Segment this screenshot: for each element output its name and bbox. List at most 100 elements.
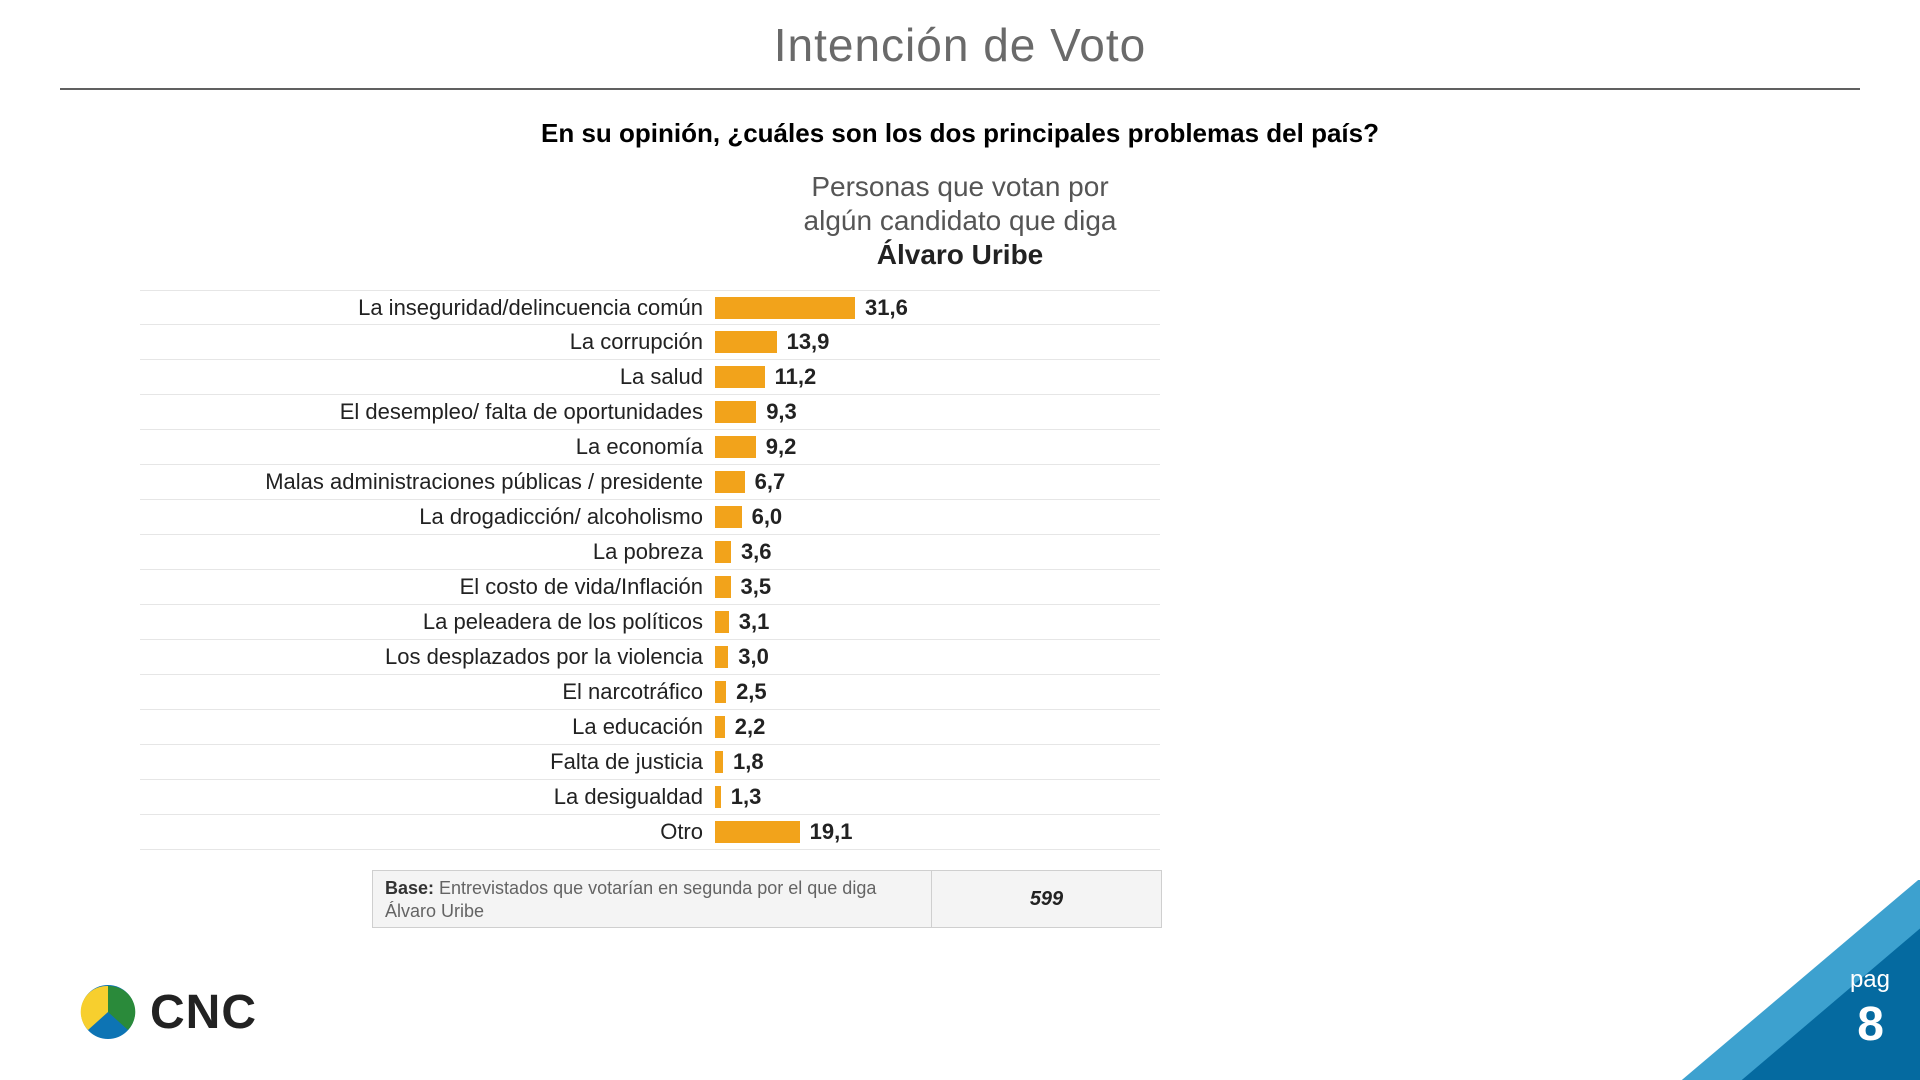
chart-bar-area: 19,1 [715,815,1160,849]
chart-value-label: 9,2 [766,434,797,460]
chart-bar [715,821,800,843]
chart-bar [715,716,725,738]
page-corner: pag 8 [1680,880,1920,1080]
chart-bar [715,506,742,528]
chart-value-label: 1,3 [731,784,762,810]
chart-value-label: 6,7 [755,469,786,495]
chart-row: El desempleo/ falta de oportunidades 9,3 [140,395,1160,430]
chart-category-label: La corrupción [140,329,715,355]
chart-row: La educación 2,2 [140,710,1160,745]
page-number: 8 [1857,997,1884,1052]
chart-bar-area: 11,2 [715,360,1160,394]
chart-bar [715,401,756,423]
question-text: En su opinión, ¿cuáles son los dos princ… [0,118,1920,149]
chart-bar [715,646,728,668]
chart-category-label: El narcotráfico [140,679,715,705]
chart-value-label: 2,5 [736,679,767,705]
chart-category-label: Malas administraciones públicas / presid… [140,469,715,495]
cnc-logo-text: CNC [150,985,257,1040]
chart-value-label: 3,5 [741,574,772,600]
chart-bar-area: 31,6 [715,291,1160,324]
chart-bar-area: 3,1 [715,605,1160,639]
chart-row: Los desplazados por la violencia 3,0 [140,640,1160,675]
chart-value-label: 9,3 [766,399,797,425]
chart-category-label: Falta de justicia [140,749,715,775]
chart-row: La corrupción 13,9 [140,325,1160,360]
chart-value-label: 1,8 [733,749,764,775]
chart-row: La drogadicción/ alcoholismo 6,0 [140,500,1160,535]
subtitle-line-2: algún candidato que diga [0,204,1920,238]
chart-bar-area: 6,0 [715,500,1160,534]
chart-bar-area: 6,7 [715,465,1160,499]
chart-row: El costo de vida/Inflación 3,5 [140,570,1160,605]
chart-bar [715,576,731,598]
chart-bar [715,541,731,563]
title-divider [60,88,1860,90]
chart-bar-area: 3,6 [715,535,1160,569]
chart-value-label: 6,0 [752,504,783,530]
chart-bar-area: 1,3 [715,780,1160,814]
chart-value-label: 19,1 [810,819,853,845]
subtitle-bold: Álvaro Uribe [0,239,1920,271]
chart-value-label: 3,0 [738,644,769,670]
chart-bar [715,436,756,458]
chart-row: La inseguridad/delincuencia común 31,6 [140,290,1160,325]
chart-category-label: El costo de vida/Inflación [140,574,715,600]
chart-bar [715,751,723,773]
chart-category-label: Otro [140,819,715,845]
cnc-logo-icon [80,984,136,1040]
chart-category-label: La salud [140,364,715,390]
chart-category-label: La inseguridad/delincuencia común [140,295,715,321]
chart-bar [715,297,855,319]
chart-bar [715,366,765,388]
chart-bar [715,471,745,493]
chart-bar-area: 2,5 [715,675,1160,709]
chart-bar [715,786,721,808]
base-label-rest: Entrevistados que votarían en segunda po… [385,878,876,921]
chart-bar-area: 9,2 [715,430,1160,464]
chart-bar-area: 2,2 [715,710,1160,744]
chart-row: Otro 19,1 [140,815,1160,850]
page-label: pag [1850,966,1890,994]
base-label-bold: Base: [385,878,434,898]
chart-value-label: 3,6 [741,539,772,565]
chart-category-label: La desigualdad [140,784,715,810]
chart-row: La pobreza 3,6 [140,535,1160,570]
chart-value-label: 2,2 [735,714,766,740]
chart-bar-area: 1,8 [715,745,1160,779]
chart-value-label: 31,6 [865,295,908,321]
chart-row: La desigualdad 1,3 [140,780,1160,815]
chart-row: La salud 11,2 [140,360,1160,395]
cnc-logo: CNC [80,984,257,1040]
base-label: Base: Entrevistados que votarían en segu… [373,871,931,927]
chart-category-label: La pobreza [140,539,715,565]
chart-category-label: La peleadera de los políticos [140,609,715,635]
horizontal-bar-chart: La inseguridad/delincuencia común31,6La … [140,290,1160,850]
chart-row: Malas administraciones públicas / presid… [140,465,1160,500]
chart-value-label: 13,9 [787,329,830,355]
chart-category-label: Los desplazados por la violencia [140,644,715,670]
chart-row: El narcotráfico 2,5 [140,675,1160,710]
chart-bar-area: 3,5 [715,570,1160,604]
subtitle-block: Personas que votan por algún candidato q… [0,170,1920,271]
chart-value-label: 3,1 [739,609,770,635]
chart-category-label: El desempleo/ falta de oportunidades [140,399,715,425]
page-title: Intención de Voto [0,18,1920,72]
subtitle-line-1: Personas que votan por [0,170,1920,204]
chart-row: La economía 9,2 [140,430,1160,465]
chart-bar [715,681,726,703]
chart-value-label: 11,2 [775,364,817,390]
chart-bar [715,331,777,353]
chart-bar-area: 13,9 [715,325,1160,359]
base-box: Base: Entrevistados que votarían en segu… [372,870,1162,928]
chart-bar-area: 3,0 [715,640,1160,674]
chart-row: Falta de justicia 1,8 [140,745,1160,780]
chart-row: La peleadera de los políticos 3,1 [140,605,1160,640]
chart-bar [715,611,729,633]
corner-triangle-dark [1730,920,1920,1080]
chart-category-label: La educación [140,714,715,740]
chart-bar-area: 9,3 [715,395,1160,429]
chart-category-label: La economía [140,434,715,460]
base-value: 599 [931,871,1161,927]
chart-category-label: La drogadicción/ alcoholismo [140,504,715,530]
